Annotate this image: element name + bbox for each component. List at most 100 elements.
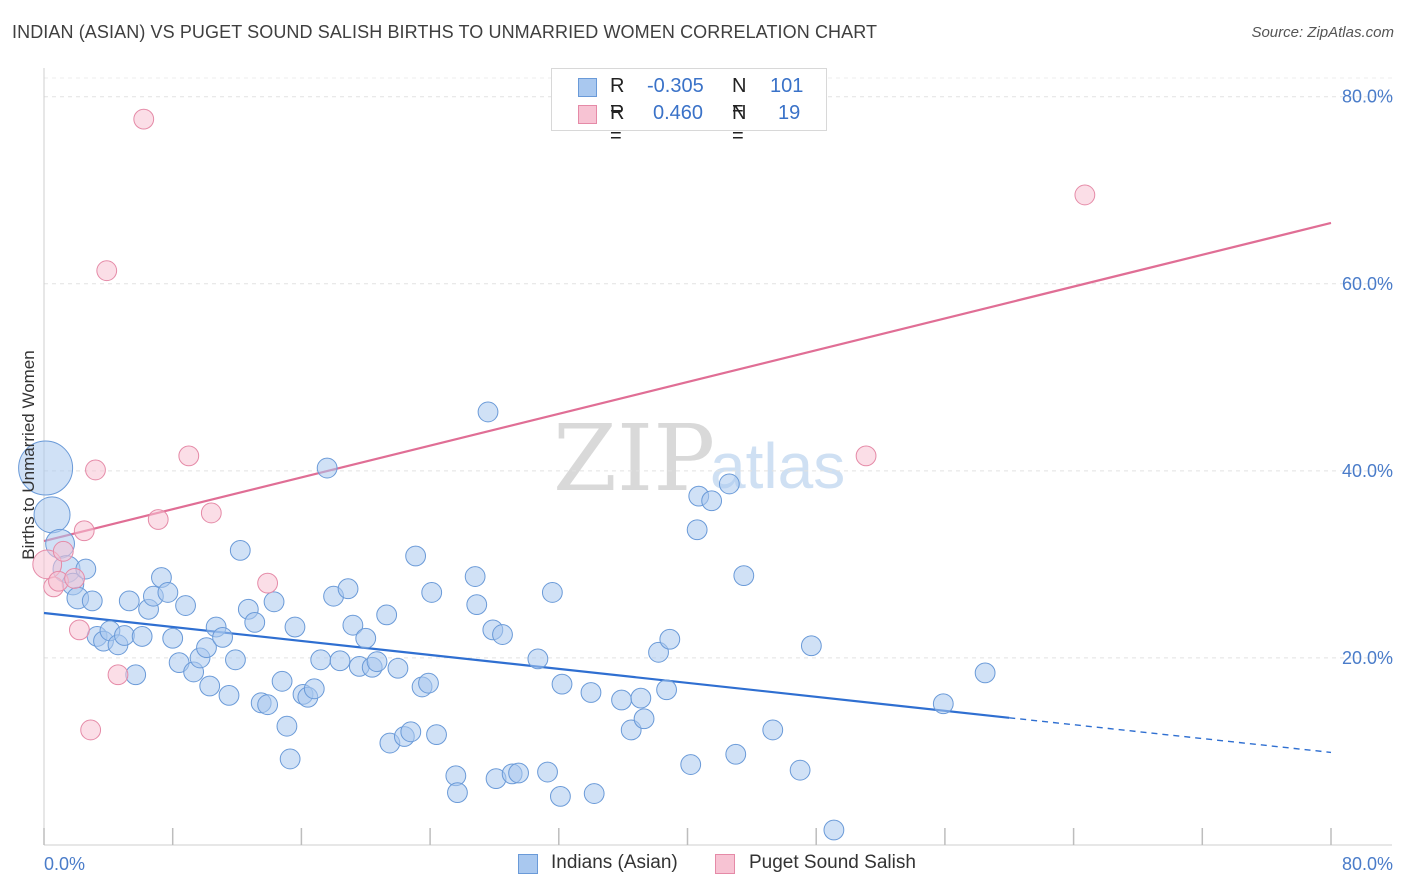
- legend-swatch-salish: [715, 854, 735, 874]
- point-indians: [33, 496, 71, 534]
- point-salish: [96, 260, 118, 282]
- point-indians: [418, 672, 439, 694]
- point-indians: [175, 595, 196, 616]
- point-indians: [225, 649, 246, 671]
- point-indians: [733, 565, 755, 587]
- gridlines: [44, 77, 1392, 659]
- point-salish: [1074, 184, 1096, 206]
- point-indians: [244, 611, 266, 633]
- point-indians: [316, 457, 338, 479]
- point-indians: [400, 721, 422, 743]
- point-indians: [131, 626, 153, 647]
- watermark: ZIP atlas: [553, 405, 845, 512]
- point-indians: [656, 679, 677, 701]
- watermark-zip: ZIP: [553, 405, 715, 512]
- y-tick-label: 80.0%: [1342, 87, 1393, 107]
- point-indians: [263, 591, 285, 613]
- point-indians: [701, 490, 723, 512]
- y-tick-label: 20.0%: [1342, 648, 1393, 668]
- chart-title: INDIAN (ASIAN) VS PUGET SOUND SALISH BIR…: [12, 22, 878, 42]
- point-salish: [73, 520, 95, 542]
- point-indians: [527, 648, 549, 670]
- trend-extension-indians: [1009, 717, 1332, 754]
- point-indians: [329, 650, 351, 672]
- point-indians: [537, 761, 558, 783]
- point-salish: [64, 568, 85, 589]
- tick-labels: 20.0% 40.0% 60.0% 80.0% 0.0% 80.0%: [44, 87, 1393, 874]
- point-indians: [477, 401, 499, 423]
- point-indians: [492, 624, 513, 645]
- point-indians: [376, 604, 398, 626]
- point-salish: [133, 108, 155, 130]
- r-label: R =: [610, 75, 625, 120]
- point-salish: [855, 445, 877, 467]
- point-indians: [168, 652, 190, 674]
- point-indians: [337, 578, 359, 600]
- n-label: N =: [732, 102, 747, 147]
- point-indians: [550, 785, 571, 807]
- point-indians: [686, 519, 708, 541]
- point-indians: [157, 582, 179, 603]
- point-indians: [118, 590, 140, 612]
- point-indians: [541, 582, 563, 603]
- point-indians: [823, 819, 845, 841]
- y-axis-label: Births to Unmarried Women: [19, 350, 38, 559]
- r-value: 0.460: [653, 102, 704, 124]
- y-tick-label: 60.0%: [1342, 274, 1393, 294]
- point-indians: [583, 783, 605, 804]
- n-label: N =: [732, 75, 747, 120]
- stats-legend: R = -0.305 N = 101 R = 0.460 N = 19: [551, 68, 827, 147]
- point-salish: [52, 540, 74, 562]
- point-indians: [355, 627, 377, 649]
- point-indians: [800, 635, 822, 657]
- trend-lines: [43, 221, 1332, 754]
- point-salish: [80, 719, 102, 741]
- point-indians: [932, 693, 954, 715]
- point-indians: [426, 724, 447, 746]
- point-indians: [276, 715, 298, 737]
- point-indians: [466, 594, 488, 616]
- source-credit: Source: ZipAtlas.com: [1251, 24, 1394, 41]
- point-indians: [789, 759, 811, 781]
- point-indians: [229, 539, 251, 561]
- point-salish: [85, 459, 106, 481]
- point-indians: [421, 582, 443, 603]
- legend-swatch-indians: [518, 854, 538, 874]
- r-label: R =: [610, 102, 625, 147]
- legend-label-salish: Puget Sound Salish: [749, 852, 916, 873]
- point-salish: [257, 572, 279, 594]
- point-indians: [680, 754, 702, 775]
- point-salish: [147, 509, 169, 530]
- n-value: 19: [778, 102, 801, 124]
- point-indians: [387, 657, 409, 679]
- point-indians: [310, 649, 332, 671]
- legend-swatch-indians: [578, 78, 597, 97]
- point-indians: [659, 628, 681, 650]
- point-salish: [178, 445, 200, 467]
- point-indians: [279, 748, 301, 770]
- point-indians: [551, 673, 573, 695]
- point-indians: [199, 675, 221, 697]
- point-indians: [447, 782, 468, 804]
- legend-label-indians: Indians (Asian): [551, 852, 678, 873]
- point-indians: [114, 625, 135, 646]
- point-indians: [630, 687, 652, 709]
- trend-line-salish: [43, 221, 1332, 543]
- point-indians: [257, 694, 279, 716]
- point-indians: [718, 473, 740, 495]
- point-indians: [633, 708, 655, 730]
- point-indians: [284, 616, 306, 638]
- r-value: -0.305: [647, 75, 704, 97]
- point-indians: [342, 614, 364, 636]
- point-indians: [464, 566, 486, 587]
- n-value: 101: [770, 75, 804, 97]
- point-indians: [974, 662, 996, 684]
- point-indians: [212, 626, 233, 648]
- data-points: [18, 108, 1096, 841]
- point-indians: [366, 651, 388, 673]
- point-indians: [18, 440, 74, 496]
- point-indians: [405, 545, 427, 567]
- legend-swatch-salish: [578, 105, 597, 124]
- point-salish: [68, 619, 90, 641]
